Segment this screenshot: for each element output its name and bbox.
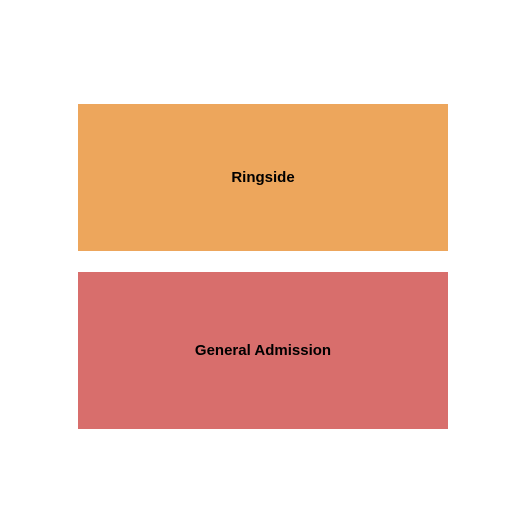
section-ringside[interactable]: Ringside xyxy=(78,104,448,251)
section-label-general-admission: General Admission xyxy=(195,342,331,359)
section-general-admission[interactable]: General Admission xyxy=(78,272,448,429)
section-label-ringside: Ringside xyxy=(231,169,294,186)
